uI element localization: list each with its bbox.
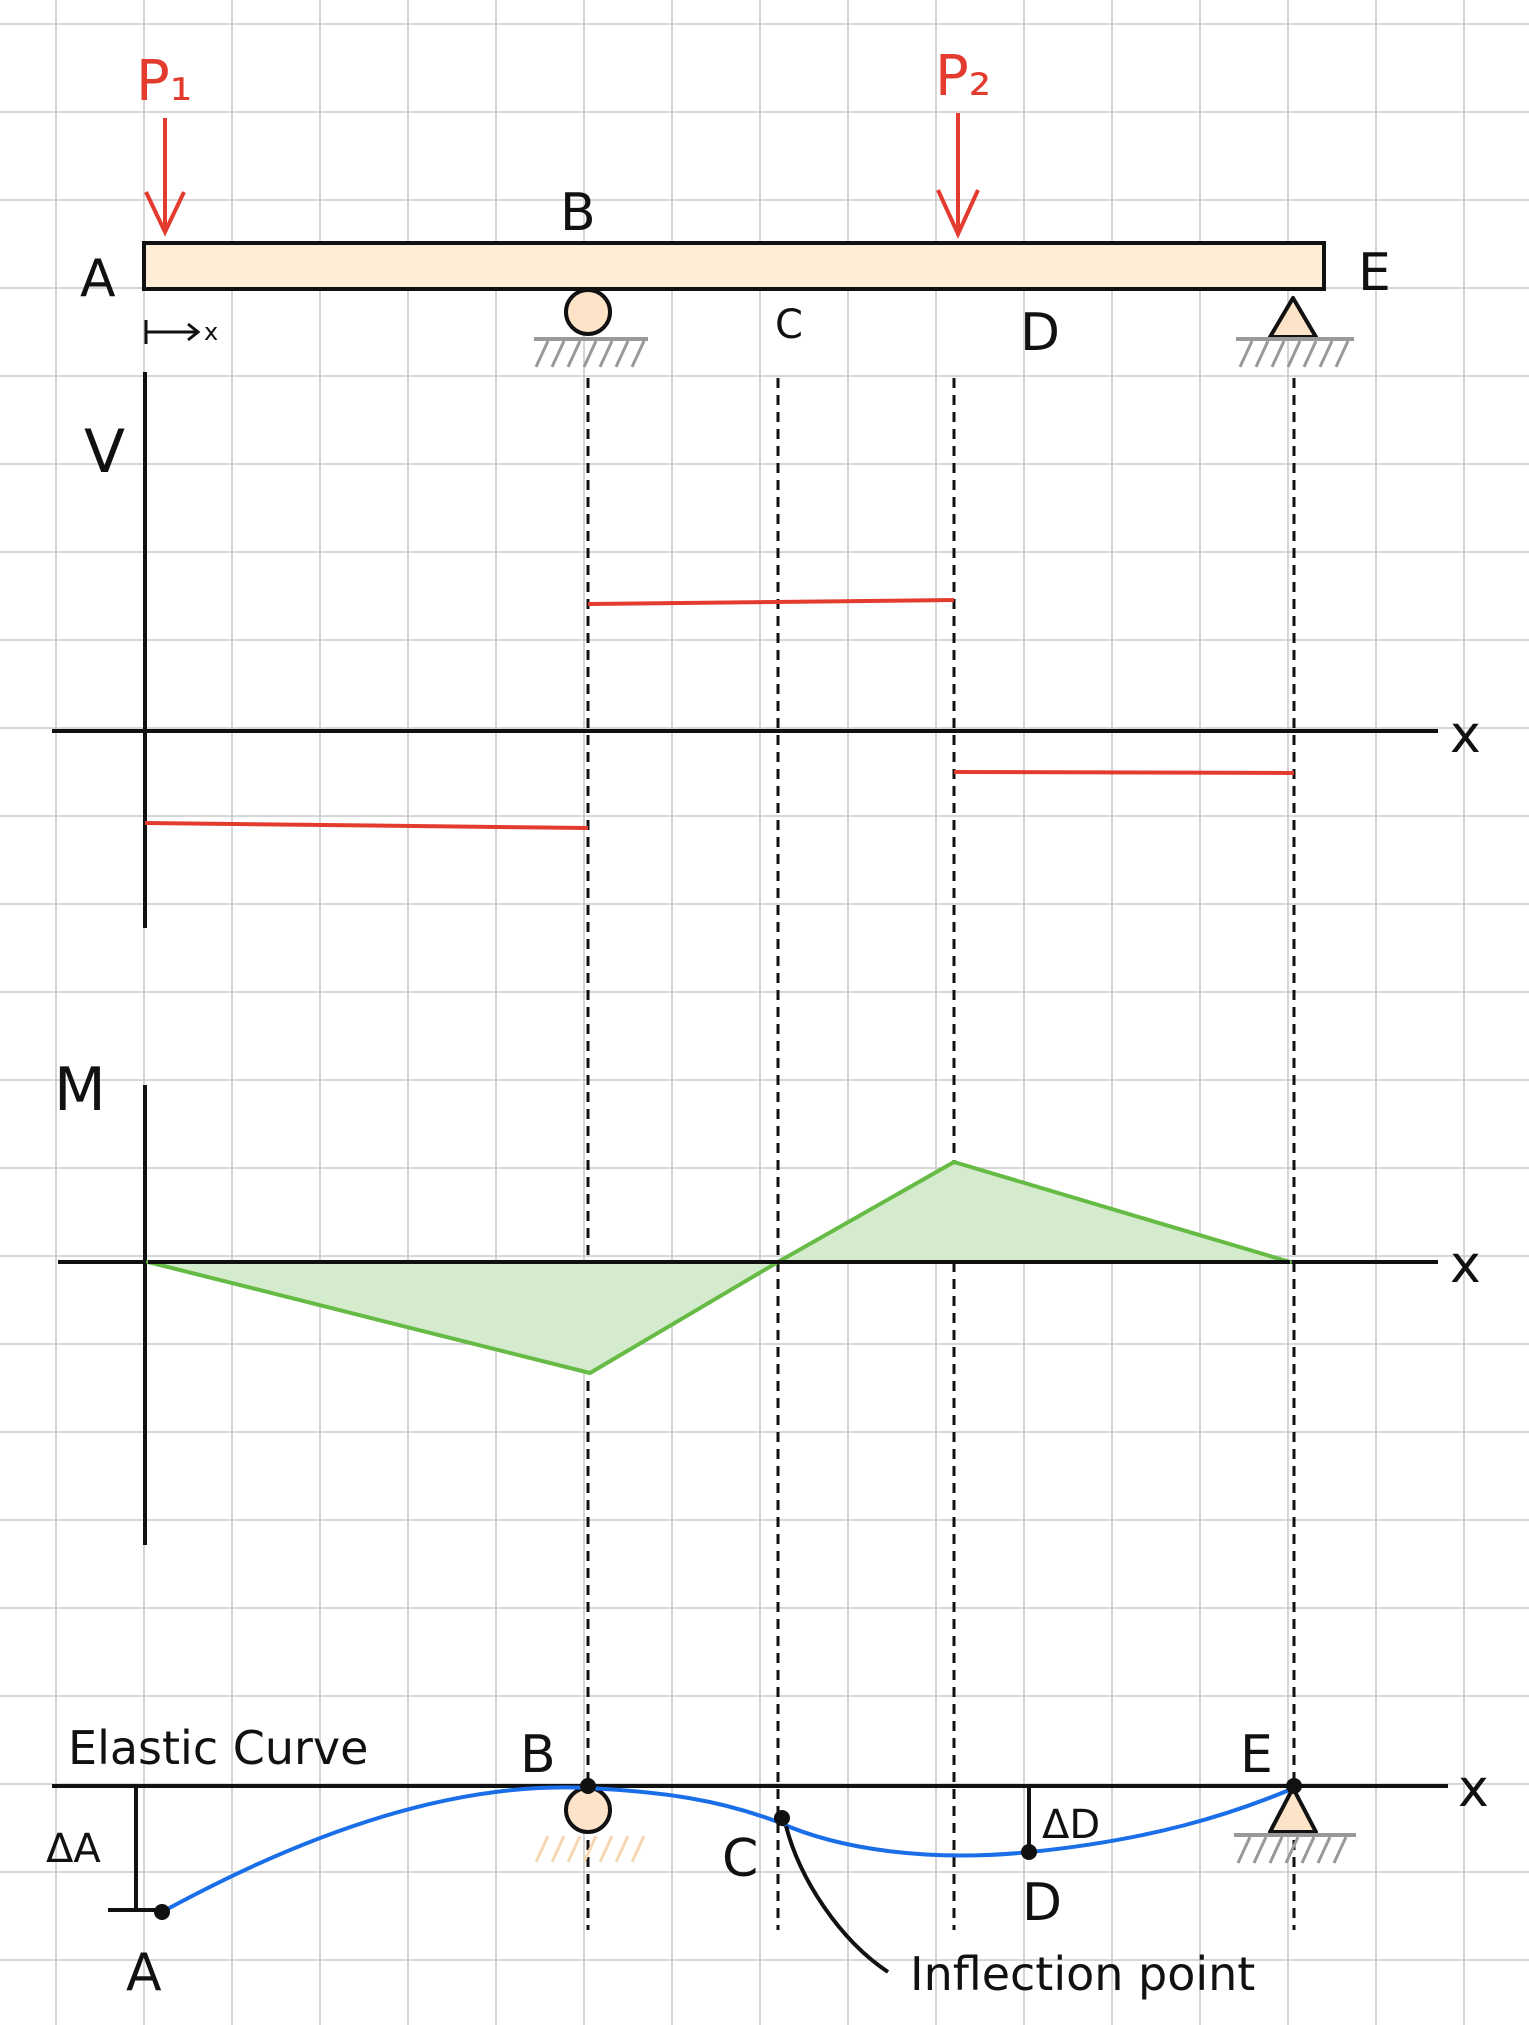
curve-point-e [1286, 1778, 1302, 1794]
hatch-mark [534, 340, 550, 368]
elastic-curve-section: Elastic Curve x A B C D E [46, 1721, 1489, 2003]
hatch-mark [566, 340, 582, 368]
hatch-mark [1334, 340, 1350, 368]
hatch-mark [550, 340, 566, 368]
moment-x-label: x [1450, 1235, 1481, 1295]
hatch-mark [1316, 1836, 1332, 1864]
hatch-mark [582, 1835, 598, 1863]
hatch-mark [630, 1835, 646, 1863]
load-label-p1: P₁ [136, 49, 192, 114]
shear-segment-bp2 [587, 598, 955, 606]
load-label-p2: P₂ [935, 44, 991, 109]
hatch-mark [1270, 340, 1286, 368]
shear-diagram: V x [52, 372, 1481, 928]
shear-x-label: x [1450, 705, 1481, 765]
elastic-pin-e [1234, 1786, 1356, 1864]
roller-support-b [534, 288, 648, 368]
deflection-label-a: ΔA [46, 1826, 101, 1872]
beam [142, 241, 1326, 291]
hatch-mark [1252, 1836, 1268, 1864]
elastic-roller-b [534, 1786, 646, 1863]
deflection-marker-a [108, 1786, 162, 1912]
hatch-mark [1238, 340, 1254, 368]
beam-label-c: C [775, 302, 803, 348]
hatch-mark [1236, 1836, 1252, 1864]
curve-label-c: C [722, 1829, 758, 1889]
hatch-mark [582, 340, 598, 368]
hatch-mark [1318, 340, 1334, 368]
pin-support-e [1236, 296, 1354, 368]
curve-point-b [580, 1778, 596, 1794]
inflection-leader [784, 1825, 890, 1974]
shear-axis-label: V [84, 417, 125, 487]
beam-label-b: B [560, 183, 596, 243]
guide-lines [586, 378, 1296, 1930]
hatch-mark [614, 340, 630, 368]
hatch-mark [614, 1835, 630, 1863]
hatch-mark [1284, 1836, 1300, 1864]
deflection-label-d: ΔD [1042, 1802, 1100, 1848]
beam-label-e: E [1358, 243, 1391, 303]
load-arrow-p2 [936, 113, 980, 239]
load-arrow-p1 [144, 118, 186, 237]
hatch-mark [1300, 1836, 1316, 1864]
curve-label-a: A [126, 1943, 162, 2003]
shear-segment-ab [144, 821, 589, 830]
hatch-mark [1286, 340, 1302, 368]
moment-diagram: M x [54, 1055, 1481, 1545]
hatch-mark [1332, 1836, 1348, 1864]
hatch-mark [1268, 1836, 1284, 1864]
hatch-mark [534, 1835, 550, 1863]
moment-positive-region [776, 1160, 1292, 1264]
beam-section: P₁ P₂ A B C D E x [80, 44, 1391, 368]
elastic-x-label: x [1458, 1759, 1489, 1819]
curve-point-c [774, 1810, 790, 1826]
beam-label-d: D [1020, 303, 1060, 363]
x-coordinate-arrow [144, 320, 201, 344]
hatch-mark [598, 1835, 614, 1863]
beam-label-a: A [80, 249, 116, 309]
hatch-mark [1254, 340, 1270, 368]
x-coordinate-label: x [204, 318, 218, 346]
hatch-mark [550, 1835, 566, 1863]
hatch-mark [1302, 340, 1318, 368]
hatch-mark [598, 340, 614, 368]
curve-label-d: D [1022, 1873, 1062, 1933]
hatch-mark [630, 340, 646, 368]
shear-segment-p2e [953, 770, 1295, 775]
inflection-label: Inflection point [910, 1947, 1255, 2001]
moment-axis-label: M [54, 1055, 106, 1125]
moment-negative-region [146, 1260, 780, 1375]
elastic-curve-title: Elastic Curve [68, 1721, 368, 1775]
curve-label-b: B [520, 1725, 556, 1785]
curve-label-e: E [1240, 1725, 1273, 1785]
hatch-mark [566, 1835, 582, 1863]
